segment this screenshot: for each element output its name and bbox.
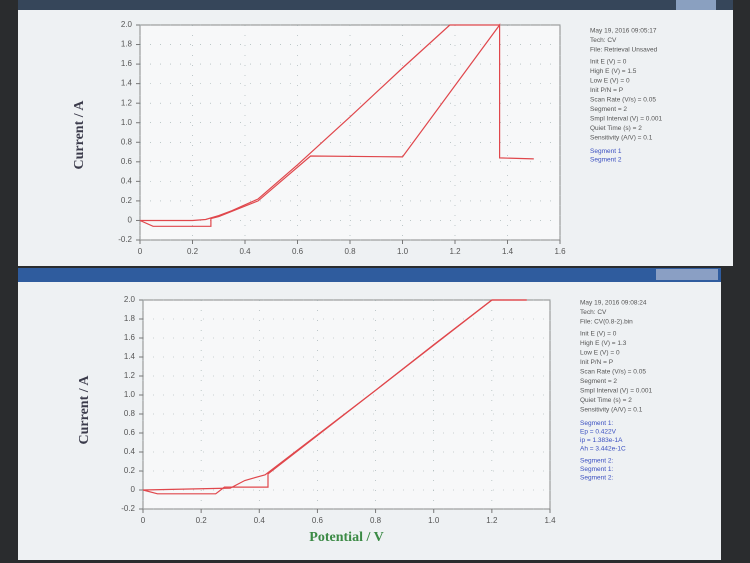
y-tick-label: 2.0 (121, 20, 133, 29)
info-line: Init P/N = P (590, 87, 623, 94)
info-line: Sensitivity (A/V) = 0.1 (590, 135, 653, 142)
y-axis-label: Current / A (72, 100, 87, 170)
x-tick-label: 0.6 (292, 247, 304, 256)
legend-entry: Segment 1 (590, 148, 622, 155)
x-tick-label: 1.6 (554, 247, 566, 256)
x-tick-label: 0 (141, 516, 146, 525)
info-line: High E (V) = 1.3 (580, 340, 627, 347)
x-tick-label: 0.8 (370, 516, 382, 525)
x-axis-label: Potential / V (309, 530, 383, 545)
annotation: Segment 2: (580, 458, 613, 465)
info-line: Tech: CV (590, 37, 617, 44)
y-tick-label: 2.0 (124, 295, 136, 304)
info-line: Segment = 2 (590, 106, 627, 113)
y-tick-label: 1.6 (124, 333, 136, 342)
info-line: Scan Rate (V/s) = 0.05 (590, 97, 656, 104)
x-tick-label: 0.6 (312, 516, 324, 525)
y-tick-label: 1.4 (124, 352, 136, 361)
info-line: File: Retrieval Unsaved (590, 47, 658, 54)
x-tick-label: 0.4 (239, 247, 251, 256)
y-tick-label: 1.6 (121, 59, 133, 68)
x-tick-label: 1.4 (544, 516, 556, 525)
x-tick-label: 0.2 (187, 247, 199, 256)
info-line: Low E (V) = 0 (590, 78, 630, 85)
x-tick-label: 1.0 (428, 516, 440, 525)
annotation: Ep = 0.422V (580, 429, 617, 436)
legend-entry: Segment 2: (580, 475, 613, 482)
info-line: May 19, 2016 09:05:17 (590, 28, 657, 35)
x-tick-label: 0 (138, 247, 143, 256)
legend-entry: Segment 1: (580, 466, 613, 473)
x-tick-label: 0.8 (344, 247, 356, 256)
info-line: Scan Rate (V/s) = 0.05 (580, 369, 646, 376)
y-tick-label: 1.4 (121, 79, 133, 88)
info-line: Sensitivity (A/V) = 0.1 (580, 407, 643, 414)
info-line: Segment = 2 (580, 378, 617, 385)
y-tick-label: 1.2 (121, 98, 133, 107)
y-tick-label: -0.2 (121, 504, 135, 513)
info-line: High E (V) = 1.5 (590, 68, 637, 75)
plot-area (139, 24, 561, 241)
data-line (140, 24, 500, 222)
x-tick-label: 1.0 (397, 247, 409, 256)
info-line: Tech: CV (580, 309, 607, 316)
plot-area (142, 299, 551, 510)
info-line: Quiet Time (s) = 2 (590, 125, 642, 132)
y-tick-label: 0.6 (121, 157, 133, 166)
y-tick-label: 1.8 (124, 314, 136, 323)
annotation: Ah = 3.442e-1C (580, 446, 626, 453)
info-line: File: CV(0.8-2).bin (580, 319, 633, 326)
info-line: Low E (V) = 0 (580, 350, 620, 357)
y-tick-label: 1.2 (124, 371, 136, 380)
data-line (142, 299, 527, 495)
legend-entry: Segment 2 (590, 157, 622, 164)
window-buttons[interactable] (656, 269, 718, 280)
y-tick-label: 1.8 (121, 40, 133, 49)
y-tick-label: 0.4 (124, 447, 136, 456)
top-titlebar (18, 0, 733, 10)
x-tick-label: 1.4 (502, 247, 514, 256)
y-tick-label: 0.2 (121, 196, 133, 205)
annotation: ip = 1.383e-1A (580, 437, 623, 444)
bottom-titlebar (18, 268, 721, 282)
info-line: Quiet Time (s) = 2 (580, 397, 632, 404)
info-line: Smpl Interval (V) = 0.001 (590, 116, 662, 123)
window-buttons[interactable] (676, 0, 716, 10)
info-line: Smpl Interval (V) = 0.001 (580, 388, 652, 395)
y-tick-label: 1.0 (124, 390, 136, 399)
y-tick-label: -0.2 (118, 235, 132, 244)
y-tick-label: 0.6 (124, 428, 136, 437)
x-tick-label: 1.2 (486, 516, 498, 525)
data-line (139, 23, 534, 227)
info-line: May 19, 2016 09:08:24 (580, 300, 647, 307)
info-line: Init E (V) = 0 (590, 59, 627, 66)
x-tick-label: 0.4 (254, 516, 266, 525)
y-tick-label: 0.4 (121, 176, 133, 185)
annotation: Segment 1: (580, 420, 613, 427)
y-axis-label: Current / A (77, 375, 92, 445)
info-line: Init E (V) = 0 (580, 331, 617, 338)
x-tick-label: 1.2 (449, 247, 461, 256)
y-tick-label: 0.2 (124, 466, 136, 475)
y-tick-label: 1.0 (121, 118, 133, 127)
y-tick-label: 0.8 (121, 137, 133, 146)
x-tick-label: 0.2 (196, 516, 208, 525)
y-tick-label: 0.8 (124, 409, 136, 418)
y-tick-label: 0 (131, 485, 136, 494)
info-line: Init P/N = P (580, 359, 613, 366)
y-tick-label: 0 (128, 216, 133, 225)
